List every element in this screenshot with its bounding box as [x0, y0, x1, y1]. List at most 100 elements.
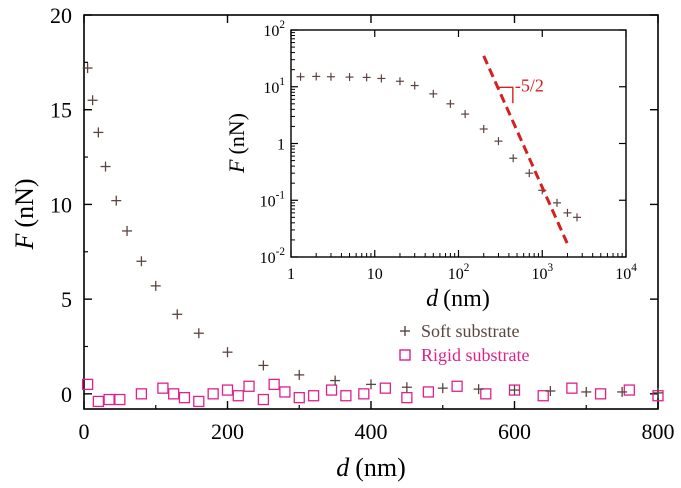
main-y-tick-label: 10 [50, 192, 72, 217]
main-x-axis-label: d (nm) [336, 453, 406, 482]
slope-triangle [498, 86, 514, 104]
inset-soft-point [494, 137, 503, 146]
inset-soft-point [552, 198, 561, 207]
legend-label-soft: Soft substrate [421, 321, 520, 341]
rigid-point [279, 386, 291, 398]
inset-x-tick-label: 1 [287, 266, 295, 283]
soft-point [258, 360, 269, 371]
rigid-point [325, 384, 338, 396]
rigid-point [178, 391, 191, 404]
legend-item-soft: Soft substrate [400, 321, 520, 341]
rigid-point [114, 393, 126, 406]
rigid-point [81, 378, 94, 391]
inset-y-tick-label: 1 [277, 137, 285, 154]
legend-label-rigid: Rigid substrate [421, 345, 530, 365]
inset-x-tick-label: 103 [531, 262, 553, 283]
main-y-axis-label: F(nN) [10, 179, 39, 251]
soft-series [82, 63, 663, 398]
rigid-point [168, 388, 180, 400]
inset-y-tick-label: 10-2 [260, 246, 285, 267]
soft-point [653, 387, 663, 398]
rigid-point [103, 393, 115, 406]
inset-soft-point [446, 99, 455, 108]
rigid-series [81, 378, 664, 408]
soft-point [122, 225, 133, 236]
inset-x-ticks: 1 10 102 103 104 [287, 30, 637, 283]
soft-point [222, 347, 233, 358]
rigid-point [422, 386, 435, 398]
main-y-tick-label: 5 [61, 287, 72, 312]
inset-y-tick-label: 10-1 [260, 189, 285, 210]
soft-point [82, 63, 93, 74]
soft-point [150, 280, 161, 291]
soft-point [172, 309, 183, 320]
main-chart: 0 200 400 600 800 0 5 10 15 20 d (nm) F(nN) Soft … [10, 3, 675, 482]
rigid-point [268, 378, 280, 391]
inset-soft-point [429, 89, 438, 98]
main-y-tick-label: 15 [50, 98, 72, 123]
rigid-point [623, 384, 635, 396]
inset-y-axis-label: F(nN) [224, 113, 249, 174]
rigid-point [594, 388, 607, 400]
soft-point [136, 256, 147, 267]
soft-point [100, 161, 111, 172]
inset-x-axis-label: d (nm) [426, 286, 490, 312]
rigid-point [293, 391, 305, 404]
soft-point [509, 385, 520, 396]
inset-x-tick-label: 10 [367, 266, 383, 283]
soft-point [401, 382, 412, 393]
rigid-point [451, 380, 463, 392]
soft-point [437, 383, 448, 394]
soft-point [87, 95, 98, 106]
rigid-point [232, 390, 244, 402]
soft-point [581, 386, 592, 397]
main-x-tick-label: 200 [211, 419, 244, 444]
rigid-point [221, 384, 234, 396]
soft-point [473, 384, 484, 395]
inset-soft-series [296, 72, 582, 222]
inset-plot-frame [290, 29, 627, 258]
inset-soft-point [377, 74, 386, 83]
rigid-point [340, 390, 352, 402]
rigid-point [257, 393, 270, 406]
soft-point [545, 386, 556, 397]
rigid-point [157, 382, 169, 394]
main-y-tick-label: 0 [61, 382, 72, 407]
main-x-ticks: 0 200 400 600 800 [79, 15, 675, 444]
rigid-point [135, 388, 148, 400]
soft-point [366, 379, 376, 390]
soft-point [294, 369, 305, 380]
soft-point [111, 195, 122, 206]
main-x-tick-label: 600 [498, 419, 531, 444]
inset-soft-point [312, 72, 321, 81]
inset-x-tick-label: 102 [448, 262, 470, 283]
soft-point [330, 375, 341, 386]
inset-soft-point [525, 169, 534, 178]
rigid-point [358, 388, 370, 400]
inset-soft-point [326, 72, 335, 81]
legend-item-rigid: Rigid substrate [399, 345, 530, 365]
main-y-ticks: 0 5 10 15 20 [50, 3, 658, 407]
inset-soft-point [296, 72, 305, 81]
inset-soft-point [362, 73, 371, 82]
main-y-tick-label: 20 [50, 3, 72, 28]
inset-soft-point [563, 208, 572, 217]
inset-y-ticks: 10-2 10-1 1 101 102 [260, 19, 626, 267]
inset-y-tick-label: 102 [263, 19, 285, 40]
rigid-point [307, 390, 320, 402]
rigid-point [480, 388, 492, 400]
legend-marker-square [399, 349, 411, 361]
slope-label: -5/2 [515, 75, 544, 95]
legend: Soft substrate Rigid substrate [399, 321, 530, 365]
inset-soft-point [461, 110, 470, 119]
inset-soft-point [573, 213, 582, 222]
rigid-point [243, 380, 255, 392]
soft-point [193, 328, 204, 339]
soft-point [93, 127, 104, 138]
main-x-tick-label: 800 [642, 419, 675, 444]
inset-soft-point [509, 154, 518, 163]
inset-y-tick-label: 101 [263, 76, 285, 97]
inset-soft-point [410, 81, 419, 90]
rigid-point [379, 382, 392, 394]
